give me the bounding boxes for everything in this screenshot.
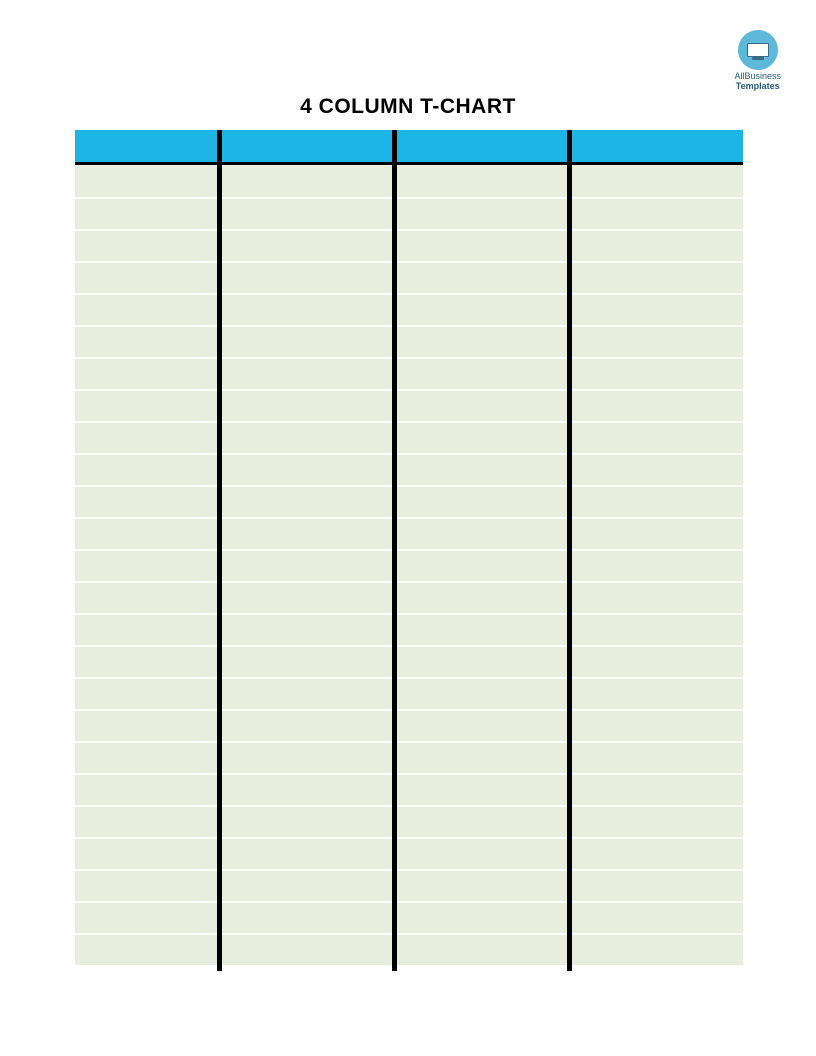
column-divider: [392, 130, 397, 162]
table-row: [75, 869, 743, 901]
table-row: [75, 805, 743, 837]
table-row: [75, 293, 743, 325]
page-title: 4 COLUMN T-CHART: [300, 95, 516, 119]
logo-text: AllBusinessTemplates: [734, 72, 781, 92]
table-row: [75, 325, 743, 357]
table-row: [75, 261, 743, 293]
table-row: [75, 933, 743, 965]
chart-body: [75, 165, 743, 965]
table-row: [75, 197, 743, 229]
table-row: [75, 709, 743, 741]
table-row: [75, 421, 743, 453]
logo-line2: Templates: [736, 81, 780, 91]
table-row: [75, 357, 743, 389]
table-row: [75, 229, 743, 261]
table-row: [75, 453, 743, 485]
table-row: [75, 389, 743, 421]
header-dividers: [75, 130, 743, 162]
table-row: [75, 581, 743, 613]
logo-line1: AllBusiness: [734, 71, 781, 81]
table-row: [75, 901, 743, 933]
table-row: [75, 613, 743, 645]
table-row: [75, 165, 743, 197]
table-row: [75, 773, 743, 805]
monitor-icon: [747, 43, 769, 57]
logo-circle: [738, 30, 778, 70]
table-row: [75, 517, 743, 549]
table-row: [75, 677, 743, 709]
table-row: [75, 645, 743, 677]
table-row: [75, 549, 743, 581]
table-row: [75, 485, 743, 517]
table-row: [75, 741, 743, 773]
column-divider: [567, 130, 572, 162]
chart-header: [75, 130, 743, 162]
brand-logo: AllBusinessTemplates: [734, 30, 781, 92]
t-chart: [75, 130, 743, 965]
table-row: [75, 837, 743, 869]
column-divider: [217, 130, 222, 162]
